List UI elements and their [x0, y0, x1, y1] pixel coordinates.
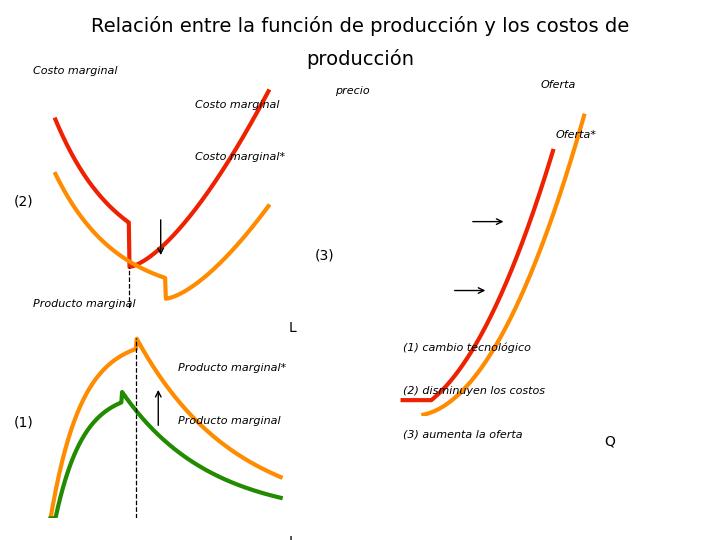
- Text: Oferta*: Oferta*: [556, 130, 597, 140]
- Text: (2): (2): [14, 195, 33, 209]
- Text: precio: precio: [336, 86, 370, 96]
- Text: (3) aumenta la oferta: (3) aumenta la oferta: [403, 429, 523, 440]
- Text: L: L: [289, 321, 297, 335]
- Text: Relación entre la función de producción y los costos de: Relación entre la función de producción …: [91, 16, 629, 36]
- Text: producción: producción: [306, 49, 414, 69]
- Text: Costo marginal: Costo marginal: [33, 66, 118, 77]
- Text: L: L: [289, 535, 297, 540]
- Text: (3): (3): [315, 248, 334, 262]
- Text: Producto marginal*: Producto marginal*: [178, 363, 286, 373]
- Text: Producto marginal: Producto marginal: [178, 416, 281, 426]
- Text: (1) cambio tecnológico: (1) cambio tecnológico: [403, 342, 531, 353]
- Text: (2) disminuyen los costos: (2) disminuyen los costos: [403, 386, 545, 396]
- Text: Q: Q: [605, 435, 616, 449]
- Text: Producto marginal: Producto marginal: [33, 299, 136, 309]
- Text: Costo marginal: Costo marginal: [195, 100, 279, 110]
- Text: Costo marginal*: Costo marginal*: [195, 152, 285, 163]
- Text: (1): (1): [14, 415, 34, 429]
- Text: Oferta: Oferta: [541, 80, 576, 90]
